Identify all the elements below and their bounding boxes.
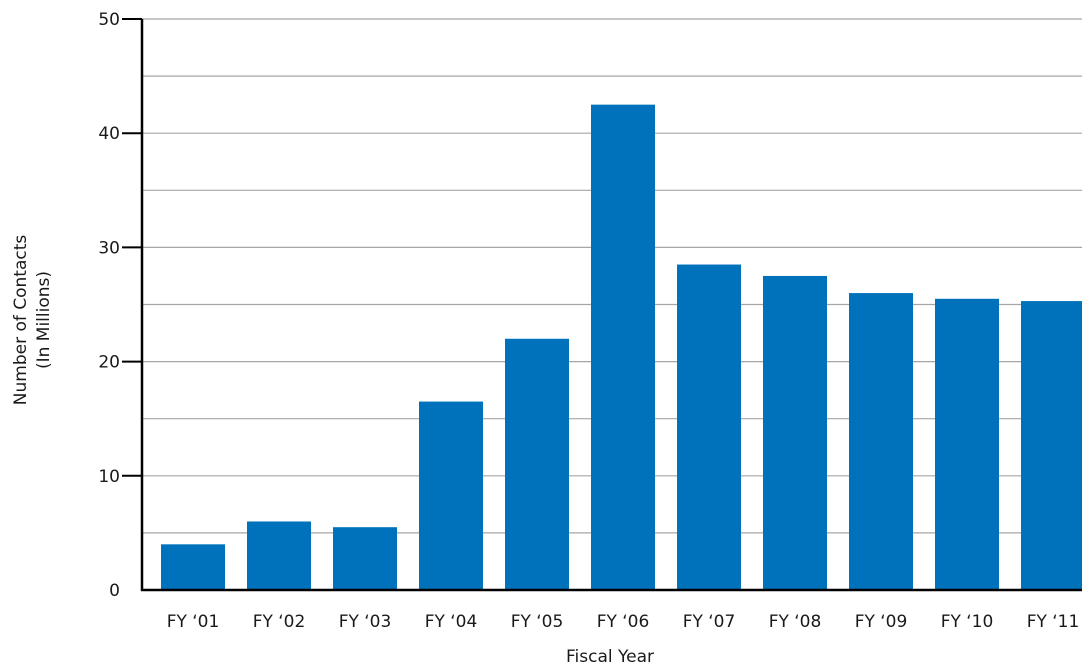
x-tick-label: FY ‘07 — [683, 612, 736, 632]
x-tick-label: FY ‘06 — [597, 612, 650, 632]
x-tick-label: FY ‘03 — [339, 612, 392, 632]
bar — [333, 527, 397, 590]
y-axis-title: Number of Contacts — [11, 235, 31, 406]
x-tick-label: FY ‘04 — [425, 612, 478, 632]
x-tick-labels: FY ‘01 FY ‘02 FY ‘03 FY ‘04 FY ‘05 FY ‘06 FY ‘… — [167, 612, 1080, 632]
y-axis-title-group: Number of Contacts (In Millions) — [11, 235, 54, 406]
bar — [247, 521, 311, 590]
x-axis-title: Fiscal Year — [566, 647, 654, 666]
x-tick-label: FY ‘08 — [769, 612, 822, 632]
bar — [161, 544, 225, 590]
x-tick-label: FY ‘01 — [167, 612, 220, 632]
y-tick-label: 20 — [98, 353, 120, 373]
bar — [849, 293, 913, 590]
bar — [677, 264, 741, 590]
y-tick-label: 40 — [98, 124, 120, 144]
x-tick-label: FY ‘02 — [253, 612, 306, 632]
bar — [1021, 301, 1082, 590]
bar — [763, 275, 827, 590]
axes — [122, 18, 1082, 592]
x-tick-label: FY ‘09 — [855, 612, 908, 632]
y-tick-label: 30 — [98, 238, 120, 258]
x-tick-label: FY ‘05 — [511, 612, 564, 632]
bar — [591, 104, 655, 591]
y-tick-labels: 0 10 20 30 40 50 — [98, 10, 120, 601]
y-axis-subtitle: (In Millions) — [34, 271, 54, 369]
x-tick-label: FY ‘11 — [1027, 612, 1080, 632]
bars — [161, 104, 1082, 591]
y-tick-label: 50 — [98, 10, 120, 30]
x-tick-label: FY ‘10 — [941, 612, 994, 632]
y-tick-label: 0 — [109, 581, 120, 601]
bar — [505, 338, 569, 590]
y-tick-label: 10 — [98, 467, 120, 487]
bar — [419, 401, 483, 590]
bar — [935, 298, 999, 590]
